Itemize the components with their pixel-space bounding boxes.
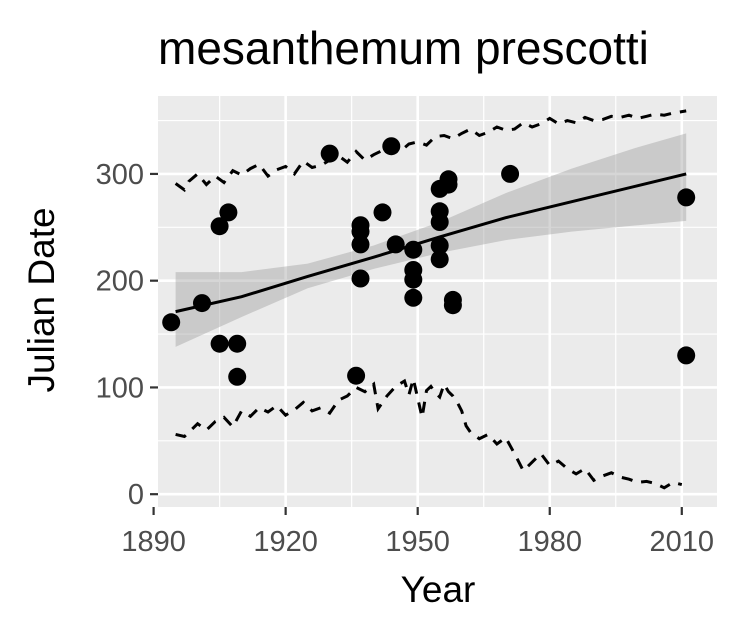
data-point [320, 144, 339, 163]
lower-dashed-line [175, 378, 683, 490]
data-point [404, 288, 423, 307]
data-point [443, 296, 462, 315]
x-tick-label: 1890 [121, 526, 186, 558]
data-point [382, 137, 401, 156]
y-tick-label: 0 [128, 479, 144, 511]
x-axis-title: Year [401, 569, 476, 610]
data-point [430, 250, 449, 269]
data-point [228, 367, 247, 386]
data-point [439, 175, 458, 194]
dashed-bounds-layer [174, 109, 687, 490]
data-point [219, 203, 238, 222]
x-tick-label: 2010 [650, 526, 715, 558]
upper-dashed-line [174, 109, 687, 193]
data-point [228, 334, 247, 353]
data-point [347, 366, 366, 385]
data-point [677, 188, 696, 207]
data-point [404, 270, 423, 289]
data-point [351, 269, 370, 288]
data-point [404, 240, 423, 259]
data-point [162, 313, 181, 332]
data-point [677, 346, 696, 365]
y-tick-label: 300 [96, 159, 144, 191]
plot-panel [158, 96, 717, 507]
x-tick-label: 1950 [385, 526, 450, 558]
data-point [210, 217, 229, 236]
axes-layer: 1890 1920 1950 1980 2010 0 100 200 300 [96, 159, 714, 558]
data-point [430, 236, 449, 255]
points-layer [162, 137, 696, 386]
data-point [386, 235, 405, 254]
y-tick-label: 100 [96, 372, 144, 404]
data-point [193, 294, 211, 313]
data-point [373, 203, 392, 222]
data-point [430, 213, 449, 231]
y-tick-label: 200 [96, 266, 144, 298]
x-tick-label: 1980 [517, 526, 582, 558]
data-point [501, 164, 520, 183]
data-point [210, 334, 229, 353]
data-point [351, 235, 370, 254]
minor-grid [158, 96, 717, 507]
x-tick-label: 1920 [253, 526, 318, 558]
data-point [351, 222, 370, 241]
chart-title: mesanthemum prescotti [158, 22, 649, 74]
y-axis-title: Julian Date [21, 207, 62, 392]
